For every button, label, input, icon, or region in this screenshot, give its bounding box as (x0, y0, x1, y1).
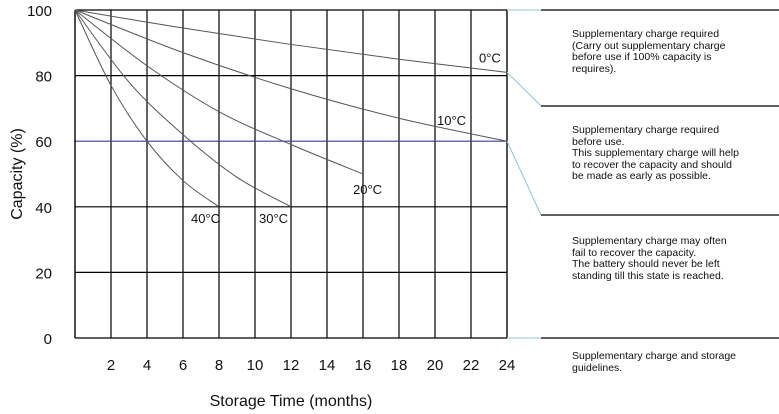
series-line-0 (74, 9, 508, 73)
series-line-2 (74, 9, 364, 175)
series-label-3: 30°C (259, 211, 288, 226)
series-label-0: 0°C (479, 50, 501, 65)
bracket-80-connector (506, 71, 542, 107)
series-label-4: 40°C (191, 211, 220, 226)
note-footer-guidelines: Supplementary charge and storage guideli… (572, 350, 737, 374)
x-tick-label: 18 (391, 357, 408, 374)
x-tick-label: 12 (283, 357, 300, 374)
y-tick-label: 40 (35, 200, 52, 217)
x-tick-label: 14 (319, 357, 336, 374)
x-tick-label: 4 (143, 357, 151, 374)
series-label-1: 10°C (437, 113, 466, 128)
y-tick-label: 20 (35, 265, 52, 282)
y-tick-label: 80 (35, 69, 52, 86)
bracket-60-connector (506, 140, 542, 216)
x-tick-label: 22 (463, 357, 480, 374)
series-line-4 (74, 9, 220, 208)
series-line-3 (74, 9, 292, 208)
x-axis-title: Storage Time (months) (210, 393, 373, 410)
note-range-80-100: Supplementary charge required (Carry out… (572, 28, 726, 75)
note-range-60-80: Supplementary charge required before use… (572, 124, 739, 182)
y-tick-label: 100 (27, 3, 52, 20)
x-tick-label: 8 (215, 357, 223, 374)
x-tick-label: 24 (499, 357, 516, 374)
x-tick-label: 16 (355, 357, 372, 374)
x-tick-label: 6 (179, 357, 187, 374)
y-tick-label: 0 (44, 331, 52, 348)
series-line-1 (74, 9, 508, 142)
x-tick-label: 20 (427, 357, 444, 374)
x-tick-label: 10 (247, 357, 264, 374)
note-range-below-60: Supplementary charge may often fail to r… (572, 235, 727, 282)
x-tick-label: 2 (107, 357, 115, 374)
y-tick-label: 60 (35, 134, 52, 151)
y-axis-title: Capacity (%) (9, 128, 26, 220)
series-label-2: 20°C (353, 182, 382, 197)
